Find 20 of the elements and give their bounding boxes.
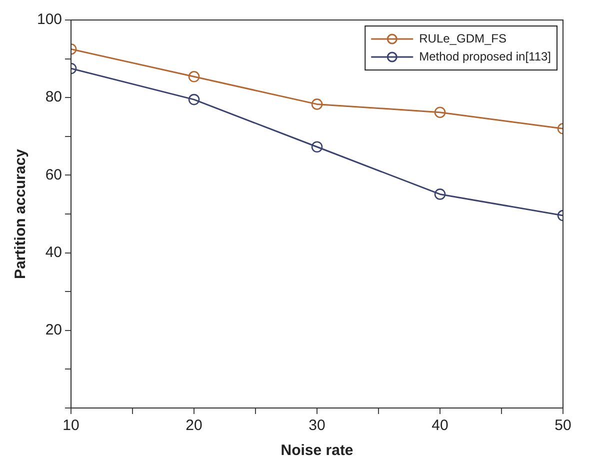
x-tick-label: 20 [186,417,202,434]
x-tick-label: 30 [308,417,326,434]
point [311,141,323,153]
legend-label: Method proposed in[113] [419,49,552,64]
y-tick-label: 60 [45,166,62,184]
x-tick-label: 50 [554,417,572,434]
y-tick-label: 100 [36,11,62,28]
legend-label: RULe_GDM_FS [419,31,506,46]
y-tick-label: 40 [45,244,62,261]
point [188,94,200,106]
y-axis-title: Partition accuracy [12,148,30,280]
x-tick-label: 10 [62,417,80,434]
y-tick-label: 20 [45,322,62,339]
point [188,71,200,82]
y-tick-label: 80 [45,88,62,106]
point [311,98,323,110]
point [434,188,446,200]
point [434,106,446,118]
x-tick-label: 40 [432,417,448,434]
x-axis-title: Noise rate [280,442,354,460]
